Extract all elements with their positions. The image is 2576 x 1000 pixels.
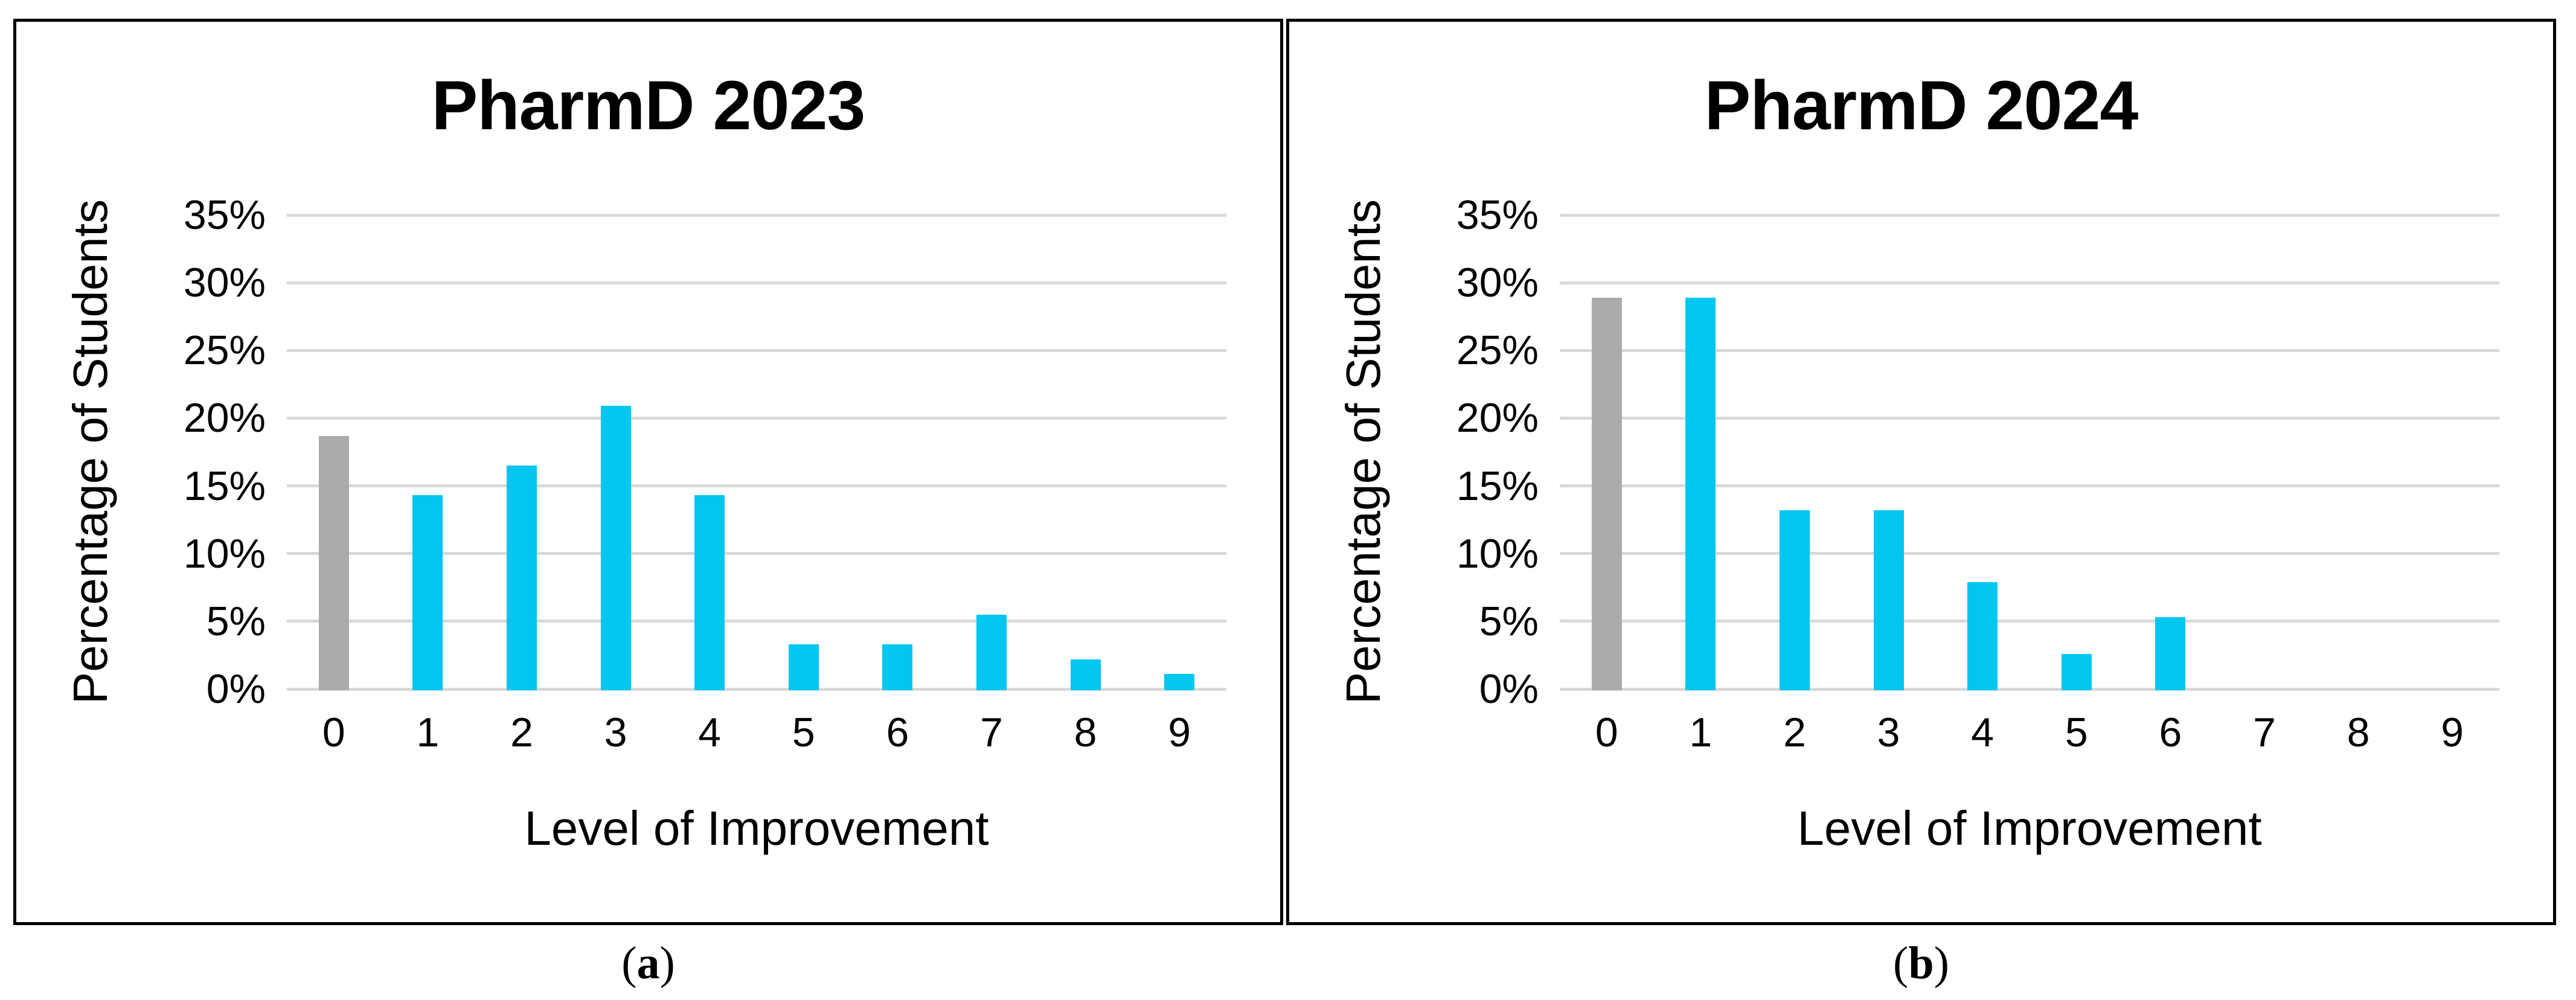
x-tick-label: 4 bbox=[698, 710, 722, 755]
y-tick-label: 15% bbox=[1456, 463, 1539, 509]
gridline-30% bbox=[287, 281, 1226, 284]
x-tick-label: 2 bbox=[1783, 710, 1806, 755]
y-tick-label: 25% bbox=[1456, 327, 1539, 374]
bar-level-1 bbox=[412, 495, 443, 690]
x-tick-label: 0 bbox=[322, 710, 345, 755]
x-tick-label: 9 bbox=[2441, 710, 2464, 755]
y-tick-label: 0% bbox=[1479, 666, 1539, 712]
chart-panel-pharmd-2024: PharmD 2024 Percentage of Students 0% 5% 1… bbox=[1286, 19, 2556, 925]
x-tick-label: 1 bbox=[1689, 710, 1713, 755]
gridline-0% bbox=[287, 687, 1226, 691]
bar-level-8 bbox=[1070, 659, 1101, 690]
y-tick-label: 35% bbox=[183, 192, 266, 238]
gridline-25% bbox=[287, 348, 1226, 352]
bar-level-2 bbox=[507, 465, 537, 690]
bar-level-3 bbox=[600, 406, 631, 690]
x-tick-label: 5 bbox=[2065, 710, 2088, 755]
x-tick-label: 3 bbox=[604, 710, 627, 755]
plot-area-2023: 0% 5% 10% 15% 20% 25% 30% 35% 0 1 2 3 4 5 6 7 8 9 bbox=[184, 194, 1226, 753]
bar-level-0 bbox=[1591, 297, 1622, 690]
bar-level-6 bbox=[2155, 617, 2186, 690]
y-tick-label: 5% bbox=[1479, 598, 1539, 644]
bar-level-2 bbox=[1780, 510, 1810, 690]
x-tick-label: 8 bbox=[1074, 710, 1097, 755]
bar-level-4 bbox=[694, 495, 725, 690]
caption-a: (a) bbox=[621, 938, 675, 989]
x-tick-label: 1 bbox=[416, 710, 440, 755]
gridline-35% bbox=[287, 213, 1226, 217]
y-tick-label: 35% bbox=[1456, 192, 1539, 238]
gridline-15% bbox=[1560, 484, 2499, 488]
y-tick-label: 15% bbox=[183, 463, 266, 509]
x-tick-label: 7 bbox=[2253, 710, 2276, 755]
gridline-25% bbox=[1560, 348, 2499, 352]
bar-level-4 bbox=[1967, 582, 1998, 690]
gridline-30% bbox=[1560, 281, 2499, 284]
chart-title-2023: PharmD 2023 bbox=[431, 67, 866, 144]
gridline-10% bbox=[287, 552, 1226, 556]
y-tick-label: 30% bbox=[183, 260, 266, 306]
x-tick-label: 3 bbox=[1877, 710, 1900, 755]
x-tick-label: 6 bbox=[886, 710, 909, 755]
bar-level-9 bbox=[1164, 674, 1195, 690]
gridline-20% bbox=[287, 416, 1226, 420]
y-tick-label: 0% bbox=[206, 666, 266, 712]
gridline-5% bbox=[1560, 620, 2499, 623]
y-tick-label: 30% bbox=[1456, 260, 1539, 306]
x-tick-label: 7 bbox=[980, 710, 1003, 755]
gridline-0% bbox=[1560, 687, 2499, 691]
caption-b: (b) bbox=[1893, 938, 1949, 989]
x-tick-label: 0 bbox=[1595, 710, 1618, 755]
bar-level-7 bbox=[976, 614, 1007, 690]
y-tick-label: 5% bbox=[206, 598, 266, 644]
bar-level-0 bbox=[318, 435, 349, 690]
y-tick-label: 10% bbox=[183, 530, 266, 577]
y-tick-label: 25% bbox=[183, 327, 266, 374]
bar-level-3 bbox=[1873, 510, 1904, 690]
chart-panel-pharmd-2023: PharmD 2023 Percentage of Students 0% 5% 1… bbox=[13, 19, 1283, 925]
gridline-5% bbox=[287, 620, 1226, 623]
gridline-10% bbox=[1560, 552, 2499, 556]
bar-level-5 bbox=[2061, 653, 2092, 690]
plot-area-2024: 0% 5% 10% 15% 20% 25% 30% 35% 0 1 2 3 4 5 6 7 8 9 bbox=[1456, 194, 2499, 753]
x-tick-label: 4 bbox=[1971, 710, 1994, 755]
x-tick-label: 5 bbox=[792, 710, 815, 755]
x-tick-label: 9 bbox=[1168, 710, 1191, 755]
y-tick-label: 20% bbox=[1456, 395, 1539, 441]
gridline-15% bbox=[287, 484, 1226, 488]
y-tick-label: 20% bbox=[183, 395, 266, 441]
x-tick-label: 8 bbox=[2347, 710, 2370, 755]
gridline-20% bbox=[1560, 416, 2499, 420]
chart-title-2024: PharmD 2024 bbox=[1704, 67, 2139, 144]
bar-level-1 bbox=[1685, 297, 1716, 690]
y-tick-label: 10% bbox=[1456, 530, 1539, 577]
gridline-35% bbox=[1560, 213, 2499, 217]
x-tick-label: 2 bbox=[510, 710, 533, 755]
x-tick-label: 6 bbox=[2159, 710, 2182, 755]
bar-level-5 bbox=[788, 644, 819, 690]
bar-level-6 bbox=[882, 644, 913, 690]
